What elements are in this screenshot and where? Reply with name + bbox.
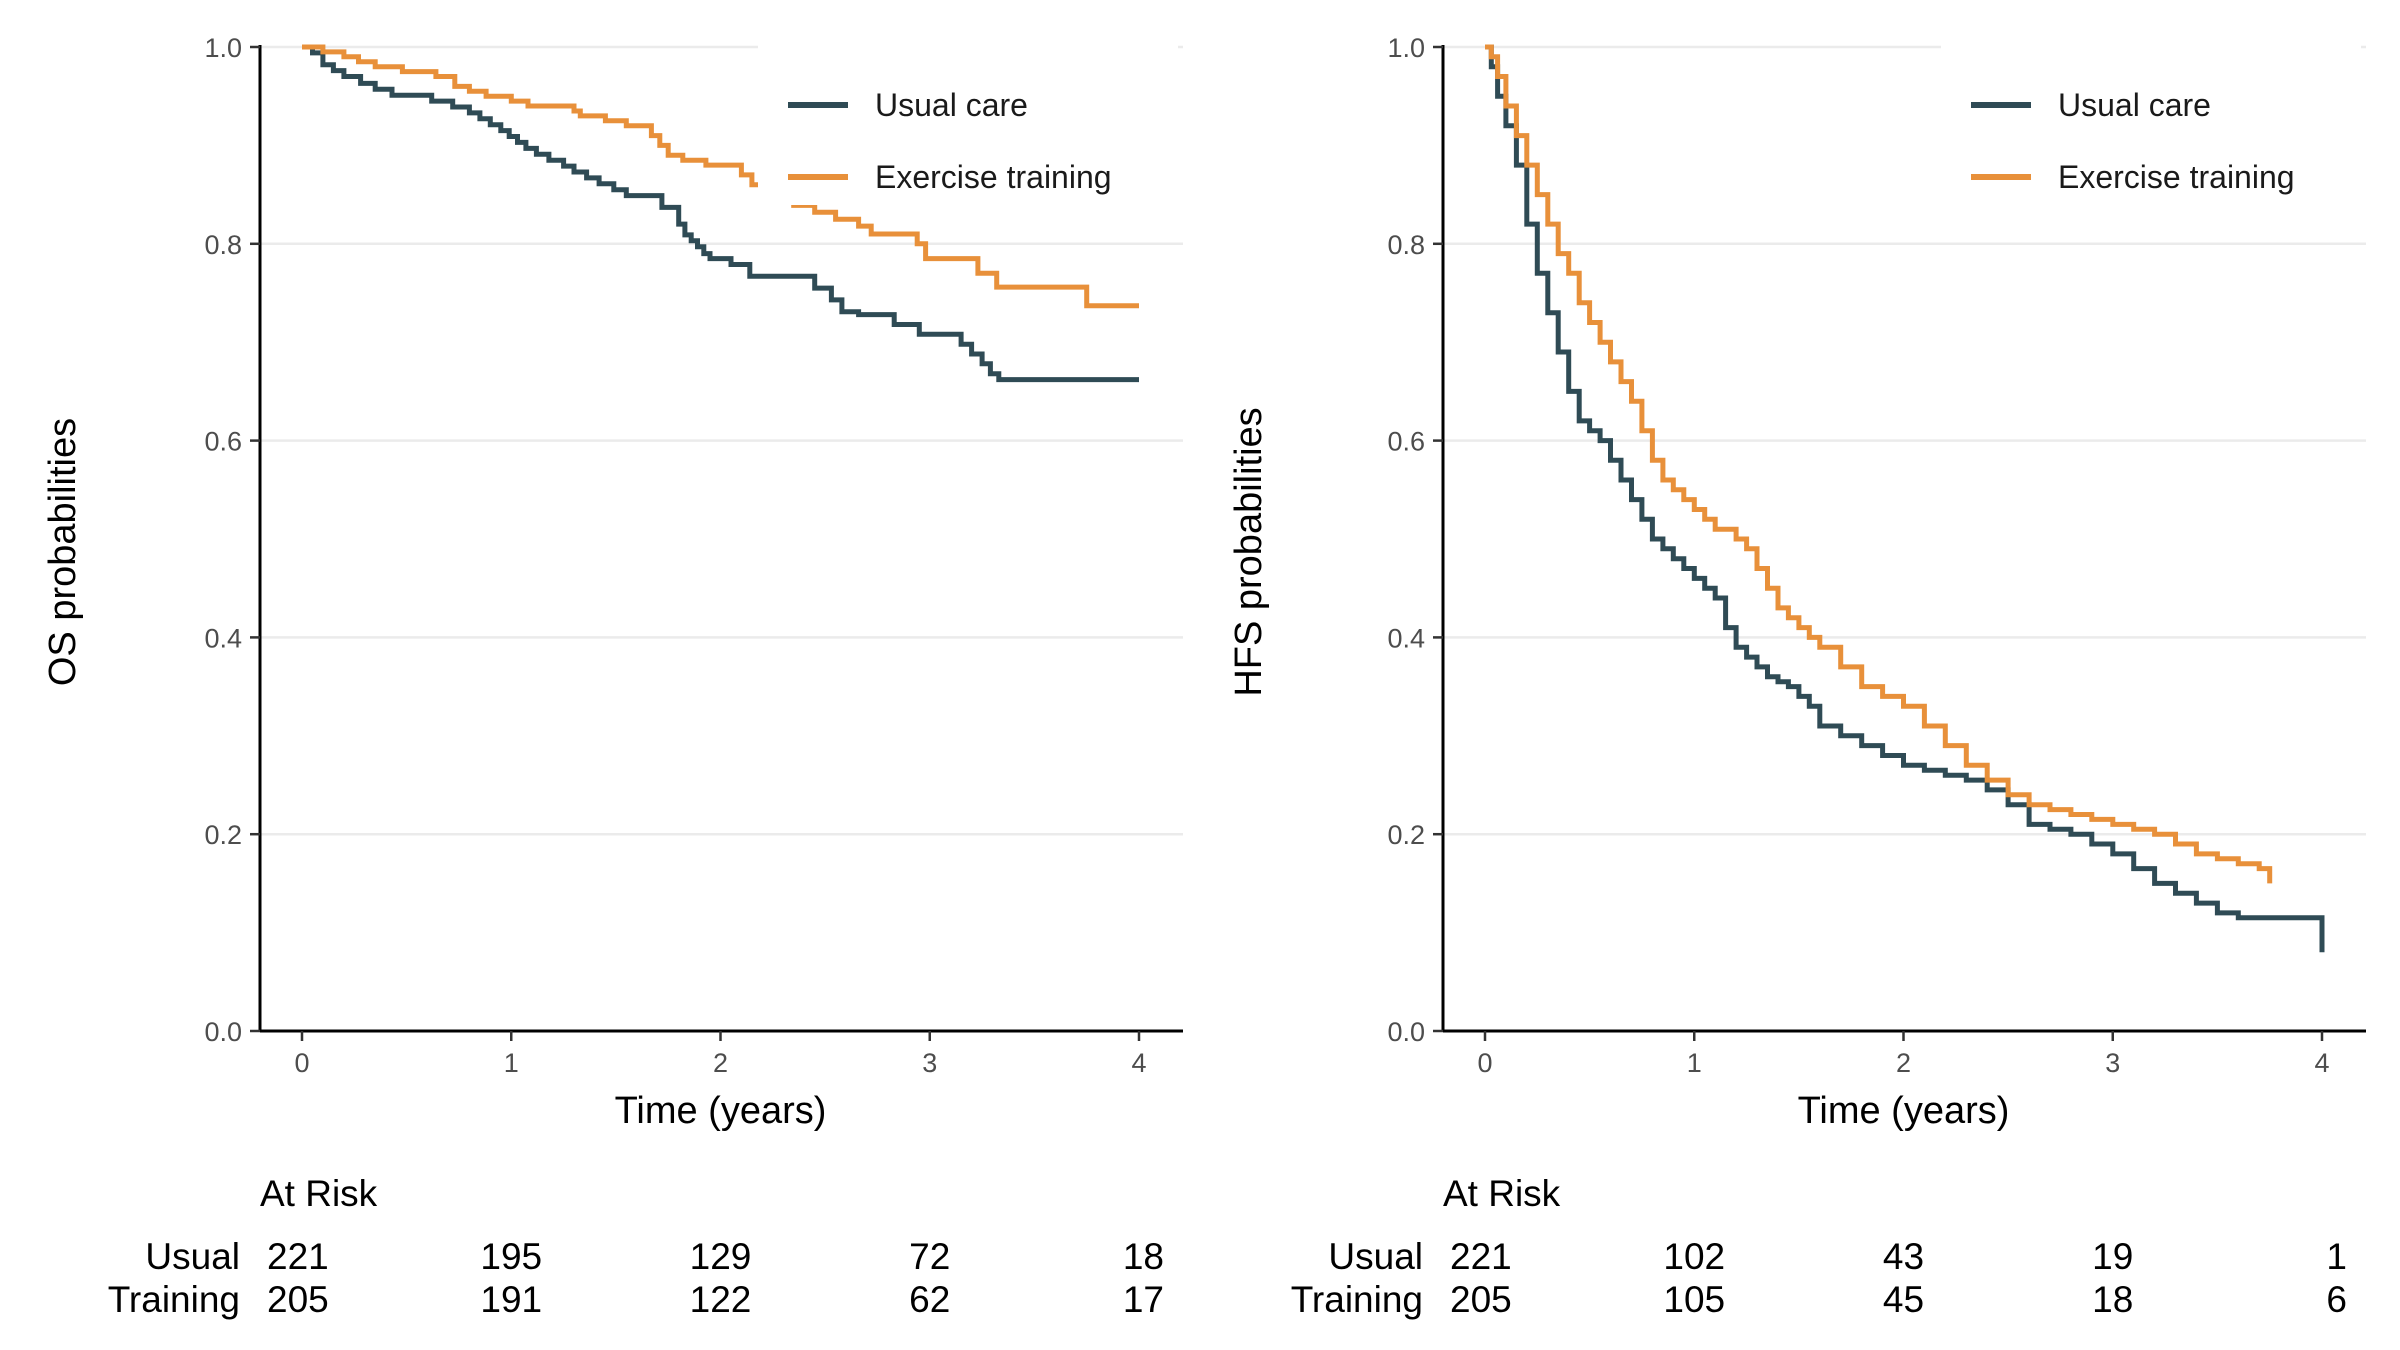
at-risk-count: 6 bbox=[2326, 1279, 2347, 1320]
legend: Usual care Exercise training bbox=[758, 45, 1178, 205]
at-risk-count: 18 bbox=[1123, 1236, 1164, 1277]
x-tick-label: 3 bbox=[922, 1048, 937, 1078]
at-risk-count: 62 bbox=[909, 1279, 950, 1320]
x-tick-label: 2 bbox=[1896, 1048, 1911, 1078]
at-risk-count: 191 bbox=[480, 1279, 542, 1320]
y-axis-title: OS probabilities bbox=[42, 418, 84, 686]
at-risk-count: 221 bbox=[267, 1236, 329, 1277]
x-tick-label: 3 bbox=[2105, 1048, 2120, 1078]
at-risk-count: 221 bbox=[1450, 1236, 1512, 1277]
usual-care-legend-label: Usual care bbox=[875, 87, 1028, 123]
y-tick-label: 0.8 bbox=[1387, 230, 1425, 260]
at-risk-table: At Risk Usual 221 195 129 72 18 Training 205 191 1… bbox=[108, 1173, 1164, 1320]
at-risk-count: 18 bbox=[2092, 1279, 2133, 1320]
y-tick-label: 0.4 bbox=[204, 623, 242, 653]
y-tick-label: 1.0 bbox=[1387, 33, 1425, 63]
y-axis-title: HFS probabilities bbox=[1228, 407, 1270, 696]
at-risk-count: 72 bbox=[909, 1236, 950, 1277]
x-tick-label: 1 bbox=[504, 1048, 519, 1078]
at-risk-group-label: Usual bbox=[1328, 1236, 1423, 1277]
hfs-panel: Usual care Exercise training 0.0 0.2 0.4 0.6 0… bbox=[1228, 33, 2366, 1320]
x-tick-label: 4 bbox=[1131, 1048, 1146, 1078]
x-tick-label: 0 bbox=[294, 1048, 309, 1078]
at-risk-count: 122 bbox=[690, 1279, 752, 1320]
y-tick-label: 1.0 bbox=[204, 33, 242, 63]
x-axis-title: Time (years) bbox=[1798, 1090, 2010, 1132]
at-risk-count: 205 bbox=[267, 1279, 329, 1320]
at-risk-group-label: Training bbox=[108, 1279, 240, 1320]
at-risk-count: 45 bbox=[1883, 1279, 1924, 1320]
at-risk-count: 105 bbox=[1663, 1279, 1725, 1320]
at-risk-count: 17 bbox=[1123, 1279, 1164, 1320]
x-tick-label: 4 bbox=[2314, 1048, 2329, 1078]
at-risk-count: 129 bbox=[690, 1236, 752, 1277]
at-risk-count: 1 bbox=[2326, 1236, 2347, 1277]
os-panel: Usual care Exercise training 0.0 0.2 0.4 0.6 0… bbox=[42, 33, 1183, 1320]
y-tick-label: 0.6 bbox=[204, 427, 242, 457]
exercise-training-legend-label: Exercise training bbox=[875, 159, 1112, 195]
at-risk-group-label: Training bbox=[1291, 1279, 1423, 1320]
x-tick-label: 1 bbox=[1687, 1048, 1702, 1078]
at-risk-count: 19 bbox=[2092, 1236, 2133, 1277]
usual-care-curve bbox=[1485, 44, 2325, 953]
y-tick-label: 0.2 bbox=[204, 820, 242, 850]
exercise-training-curve bbox=[1485, 44, 2273, 884]
at-risk-table: At Risk Usual 221 102 43 19 1 Training 205 105 45 1… bbox=[1291, 1173, 2347, 1320]
at-risk-title: At Risk bbox=[260, 1173, 378, 1214]
exercise-training-legend-label: Exercise training bbox=[2058, 159, 2295, 195]
y-tick-label: 0.2 bbox=[1387, 820, 1425, 850]
y-tick-label: 0.8 bbox=[204, 230, 242, 260]
y-tick-label: 0.6 bbox=[1387, 427, 1425, 457]
legend: Usual care Exercise training bbox=[1941, 45, 2361, 205]
x-tick-label: 0 bbox=[1477, 1048, 1492, 1078]
y-tick-label: 0.0 bbox=[204, 1017, 242, 1047]
at-risk-title: At Risk bbox=[1443, 1173, 1561, 1214]
at-risk-count: 205 bbox=[1450, 1279, 1512, 1320]
at-risk-group-label: Usual bbox=[145, 1236, 240, 1277]
y-tick-label: 0.4 bbox=[1387, 623, 1425, 653]
at-risk-count: 43 bbox=[1883, 1236, 1924, 1277]
x-tick-label: 2 bbox=[713, 1048, 728, 1078]
exercise-training-curve bbox=[302, 44, 1139, 309]
at-risk-count: 102 bbox=[1663, 1236, 1725, 1277]
x-axis-title: Time (years) bbox=[615, 1090, 827, 1132]
at-risk-count: 195 bbox=[480, 1236, 542, 1277]
y-tick-label: 0.0 bbox=[1387, 1017, 1425, 1047]
usual-care-legend-label: Usual care bbox=[2058, 87, 2211, 123]
usual-care-curve bbox=[302, 44, 1139, 383]
